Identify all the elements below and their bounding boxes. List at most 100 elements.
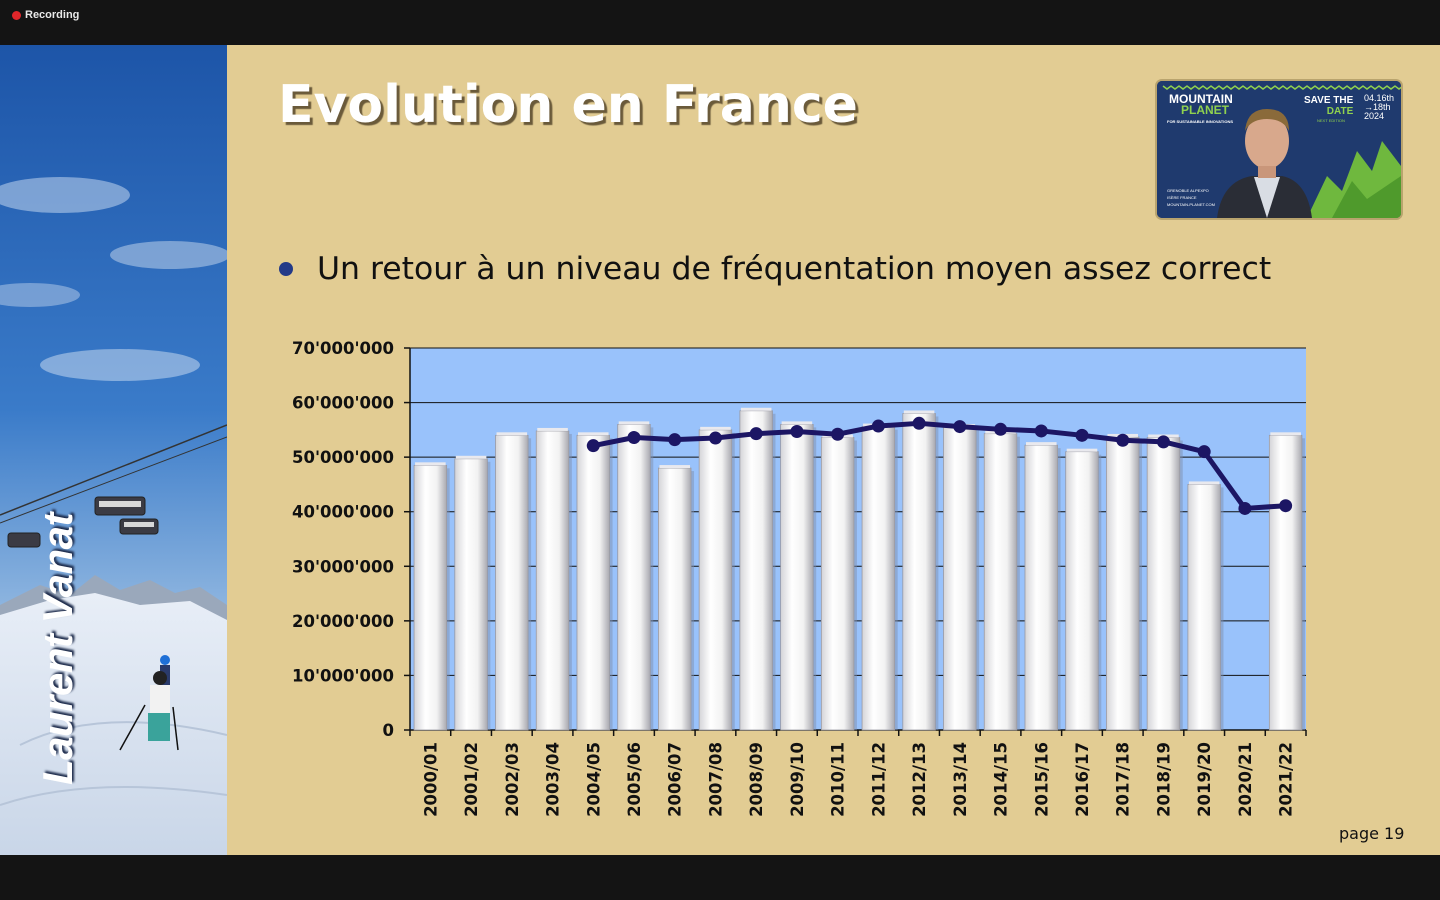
bar-top xyxy=(740,407,772,411)
bar-top xyxy=(1025,442,1057,446)
x-tick-label: 2006/07 xyxy=(666,742,685,817)
average-point xyxy=(1197,445,1211,459)
y-tick-label: 10'000'000 xyxy=(292,666,394,685)
thumb-small-line: MOUNTAIN-PLANET.COM xyxy=(1167,202,1215,207)
bar xyxy=(820,437,855,731)
bar xyxy=(1065,451,1099,731)
bar xyxy=(576,434,610,731)
x-tick-label: 2015/16 xyxy=(1032,742,1051,817)
bullet-dot-icon xyxy=(279,262,293,276)
bar-top xyxy=(1066,448,1098,452)
average-point xyxy=(668,433,682,447)
thumb-small-line: ISÈRE FRANCE xyxy=(1167,195,1197,200)
x-tick-label: 2003/04 xyxy=(544,742,563,817)
meeting-top-bar: Recording xyxy=(0,0,1440,44)
bar xyxy=(1187,484,1221,731)
y-tick-label: 60'000'000 xyxy=(292,394,394,413)
bar xyxy=(902,413,936,731)
bullet-text: Un retour à un niveau de fréquentation m… xyxy=(317,251,1272,287)
x-tick-label: 2011/12 xyxy=(869,742,888,817)
x-tick-label: 2005/06 xyxy=(625,742,644,817)
thumb-small-text: GRENOBLE ALPEXPO ISÈRE FRANCE MOUNTAIN-P… xyxy=(1167,187,1215,208)
average-point xyxy=(912,416,926,430)
x-tick-label: 2017/18 xyxy=(1114,742,1133,817)
y-tick-label: 20'000'000 xyxy=(292,612,394,631)
x-tick-label: 2021/22 xyxy=(1277,742,1296,817)
y-tick-label: 50'000'000 xyxy=(292,448,394,467)
bar-top xyxy=(455,455,487,459)
ski-slope-photo: Laurent Vanat xyxy=(0,45,227,855)
bar xyxy=(780,424,814,731)
thumb-brand: MOUNTAIN PLANET xyxy=(1169,92,1233,117)
x-tick-label: 2019/20 xyxy=(1195,742,1214,817)
thumb-dates-line2: →18th xyxy=(1364,102,1391,112)
bar-top xyxy=(618,421,650,425)
average-point xyxy=(627,430,641,444)
bar-top xyxy=(415,462,446,466)
average-point xyxy=(790,424,804,438)
thumb-small-line: GRENOBLE ALPEXPO xyxy=(1167,188,1209,193)
bar-top xyxy=(781,421,813,425)
average-point xyxy=(708,431,722,445)
bar xyxy=(454,458,488,731)
thumb-edition: NEXT EDITION xyxy=(1317,118,1345,123)
bar xyxy=(535,430,570,731)
x-tick-label: 2014/15 xyxy=(992,742,1011,817)
average-point xyxy=(1279,499,1293,513)
thumb-brand-line2: PLANET xyxy=(1181,103,1229,117)
y-tick-label: 0 xyxy=(383,721,394,740)
average-point xyxy=(1238,501,1252,515)
recording-indicator[interactable]: Recording xyxy=(12,9,79,21)
meeting-bottom-bar xyxy=(0,855,1440,900)
bullet-point: Un retour à un niveau de fréquentation m… xyxy=(279,251,1271,287)
thumb-save-line1: SAVE THE xyxy=(1304,95,1354,106)
x-tick-label: 2010/11 xyxy=(829,742,848,817)
x-tick-label: 2013/14 xyxy=(951,742,970,817)
average-line xyxy=(592,420,1286,511)
recording-dot-icon xyxy=(12,10,21,20)
average-point xyxy=(1156,435,1170,449)
y-tick-label: 70'000'000 xyxy=(292,339,394,358)
author-name: Laurent Vanat xyxy=(34,513,81,785)
average-point xyxy=(749,427,763,441)
bar xyxy=(983,433,1018,731)
average-point xyxy=(994,422,1008,436)
bar xyxy=(698,429,733,731)
thumb-dates-line1: 04.16th xyxy=(1364,93,1395,103)
thumb-save-line2: DATE xyxy=(1326,106,1354,117)
average-point xyxy=(586,439,600,453)
bar-top xyxy=(903,410,935,414)
average-point xyxy=(1116,433,1130,447)
slide-title: Evolution en France xyxy=(278,75,858,135)
bar xyxy=(1106,436,1140,731)
x-tick-label: 2000/01 xyxy=(421,742,440,817)
thumb-brand-sub: FOR SUSTAINABLE INNOVATIONS xyxy=(1167,119,1233,124)
x-tick-label: 2004/05 xyxy=(584,742,603,817)
bar-top xyxy=(577,432,609,436)
average-point xyxy=(1075,428,1089,442)
thumb-save-the-date: SAVE THE DATE xyxy=(1304,95,1353,117)
bar xyxy=(1146,437,1181,731)
thumb-brand-line1: MOUNTAIN xyxy=(1169,92,1233,106)
bar xyxy=(1024,444,1058,731)
x-tick-label: 2007/08 xyxy=(706,742,725,817)
thumb-dates: 04.16th →18th 2024 xyxy=(1364,94,1394,121)
speaker-video-thumbnail[interactable]: MOUNTAIN PLANET FOR SUSTAINABLE INNOVATI… xyxy=(1157,81,1401,218)
x-tick-label: 2018/19 xyxy=(1154,742,1173,817)
bar xyxy=(617,424,651,731)
bar xyxy=(658,467,692,731)
bar xyxy=(943,426,977,731)
bar xyxy=(413,464,448,731)
bar xyxy=(1268,434,1303,731)
average-point xyxy=(953,420,967,434)
presentation-slide: Laurent Vanat Evolution en France Un ret… xyxy=(0,45,1440,855)
bar-top xyxy=(1188,481,1220,485)
y-tick-label: 30'000'000 xyxy=(292,557,394,576)
average-point xyxy=(831,427,845,441)
x-tick-label: 2020/21 xyxy=(1236,742,1255,817)
bar-top xyxy=(496,432,528,436)
recording-label: Recording xyxy=(25,9,80,21)
bar-top xyxy=(1270,432,1301,436)
x-tick-label: 2016/17 xyxy=(1073,742,1092,817)
y-tick-label: 40'000'000 xyxy=(292,503,394,522)
